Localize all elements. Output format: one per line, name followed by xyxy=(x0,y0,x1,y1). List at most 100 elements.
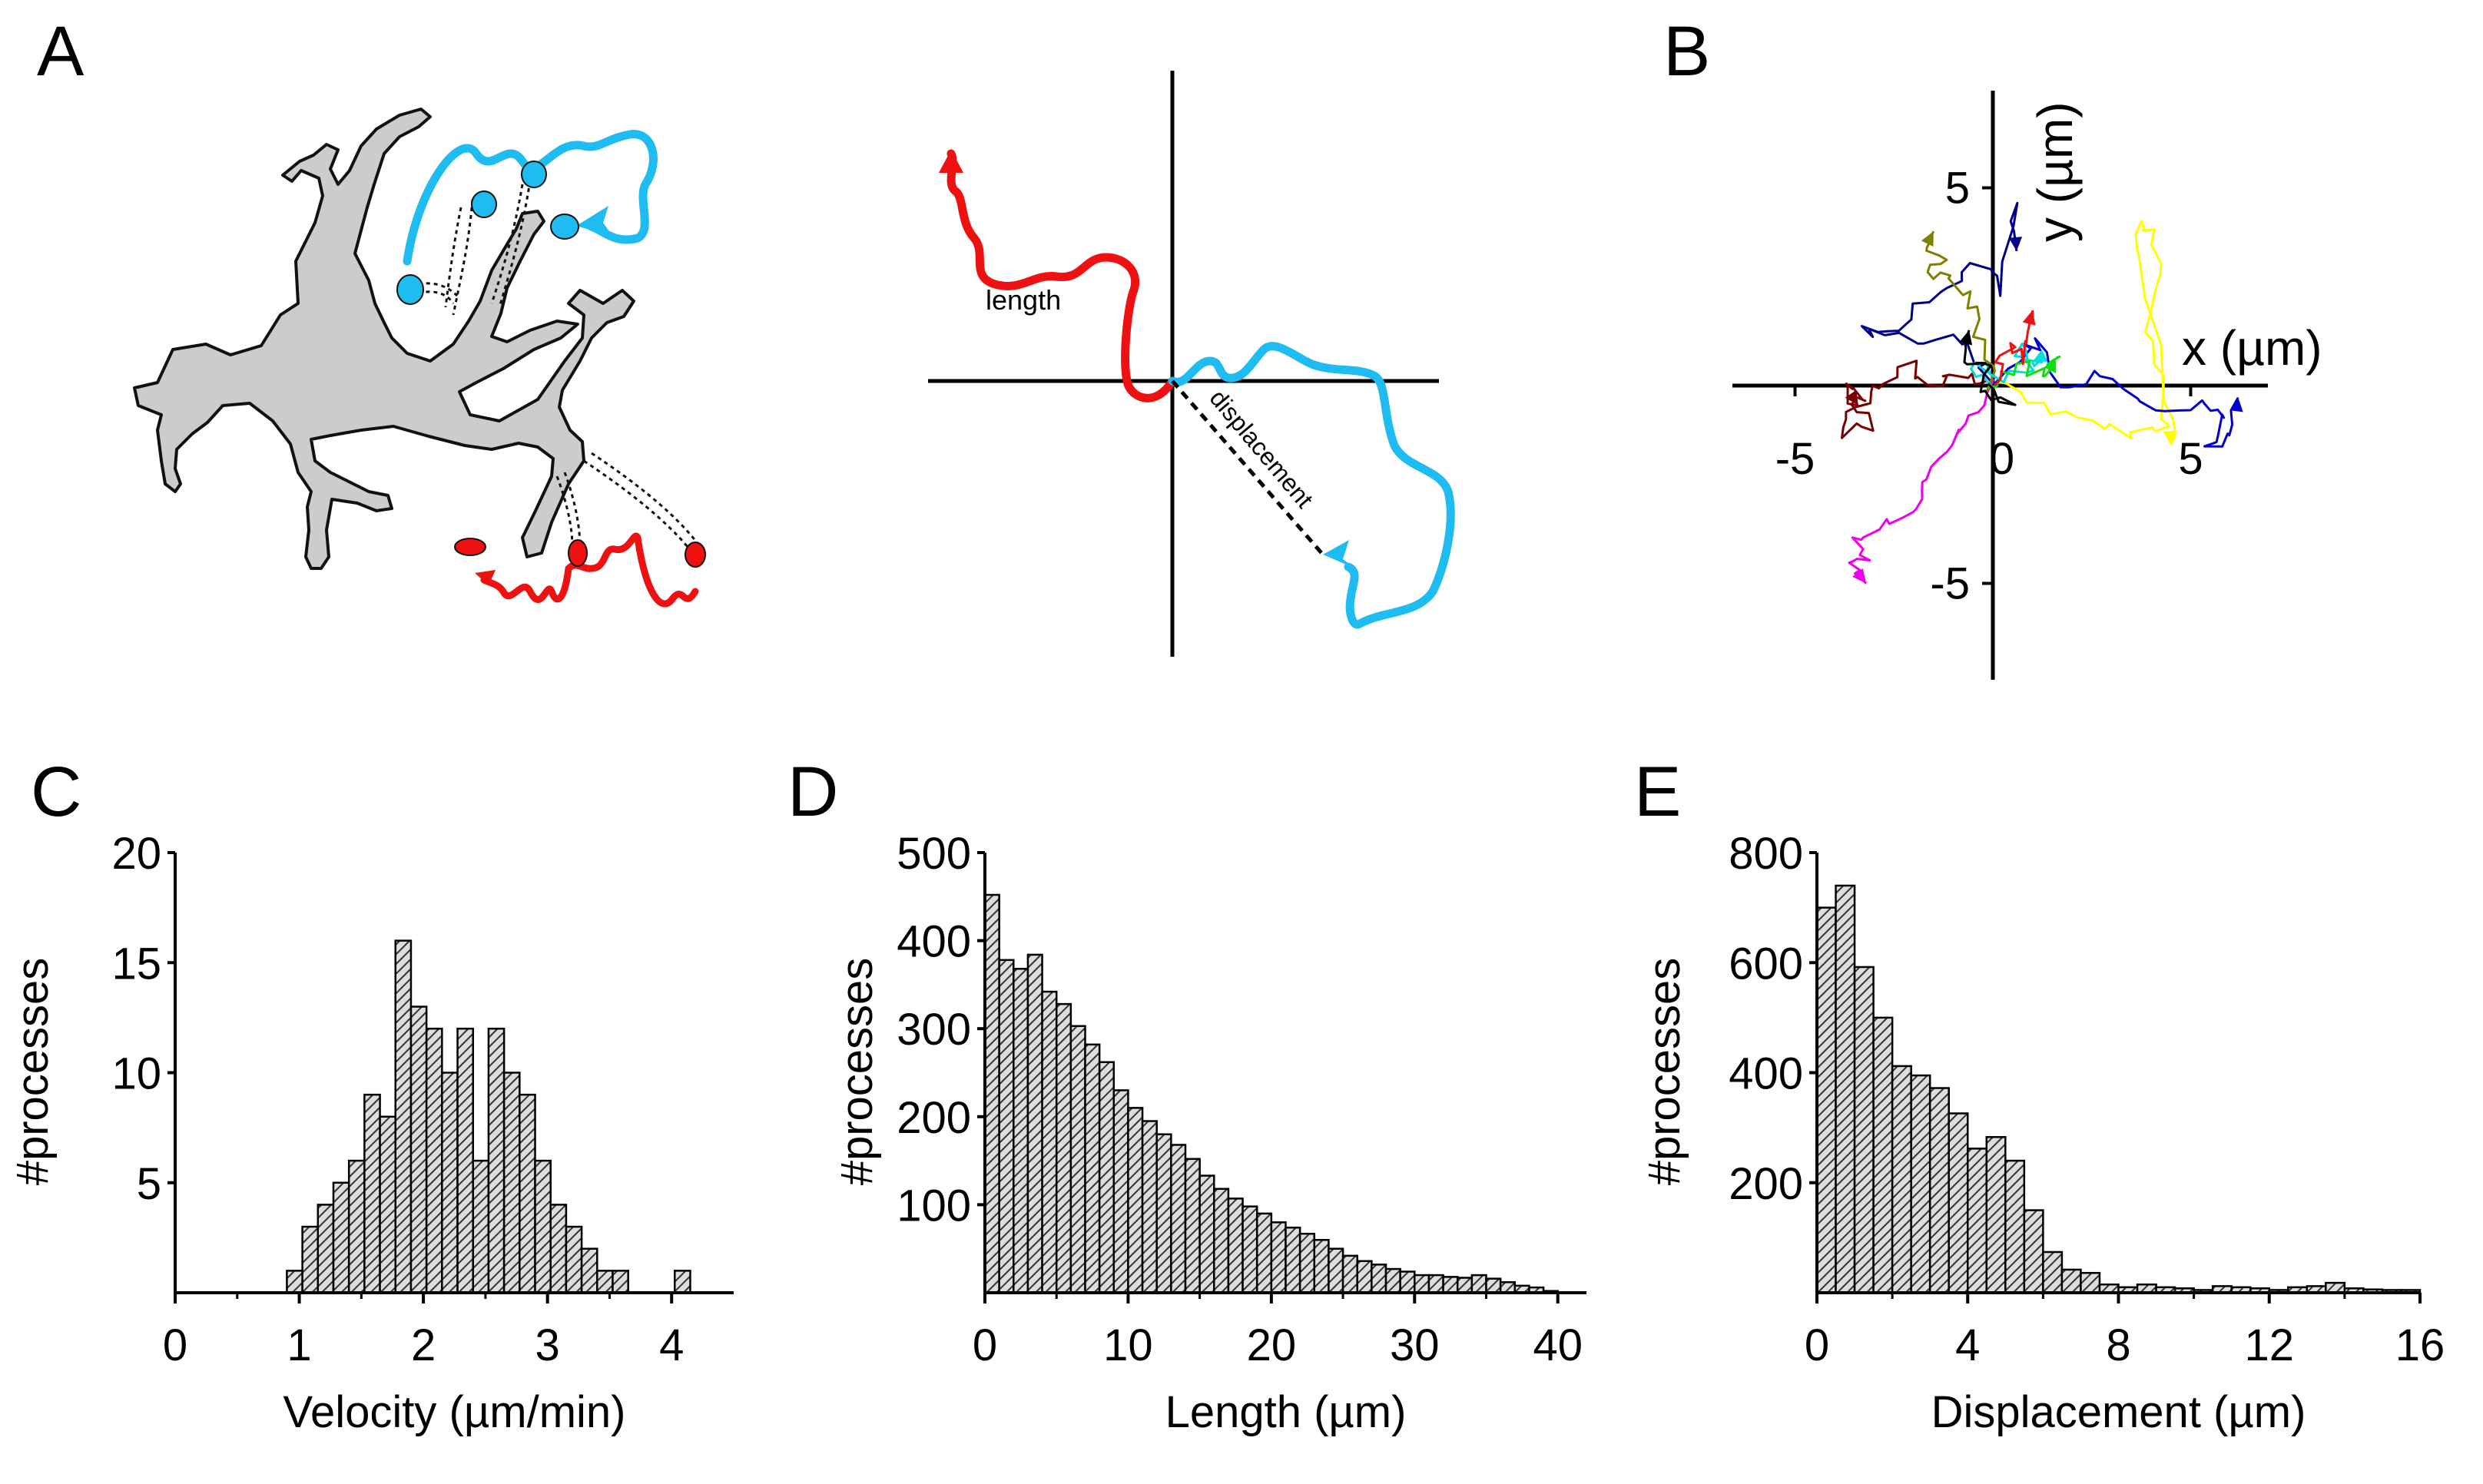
histogram-bar xyxy=(565,1225,583,1294)
histogram-bar xyxy=(1227,1197,1244,1294)
histogram-bar xyxy=(394,939,413,1294)
histogram-bar xyxy=(1112,1089,1129,1294)
displacement-arrowhead xyxy=(1323,540,1355,568)
trajectory-arrowhead xyxy=(2229,397,2243,412)
x-tick-label: 0 xyxy=(973,1320,997,1370)
tether-line xyxy=(583,459,693,552)
retracting-arrowhead xyxy=(475,570,496,585)
histogram-bar xyxy=(332,1181,350,1294)
y-tick-label: -5 xyxy=(1930,559,1970,609)
histogram-bar xyxy=(1026,953,1043,1294)
histogram-bar xyxy=(286,1270,303,1294)
histogram-bar xyxy=(580,1247,598,1294)
tether-line xyxy=(452,199,474,316)
histogram-bar xyxy=(983,893,1000,1294)
y-tick-label: 200 xyxy=(1729,1159,1803,1209)
displacement-histogram: 0 4 8 12 16 200 400 600 800 Displacement (µm) #pro… xyxy=(1639,829,2445,1437)
process-tip xyxy=(396,274,424,305)
extending-trajectory xyxy=(403,130,658,266)
histogram-bar xyxy=(1069,1025,1086,1294)
histogram-bar xyxy=(1427,1274,1444,1294)
length-histogram: 0 10 20 30 40 100 200 300 400 500 Length (µm) #proc… xyxy=(832,829,1586,1437)
trajectory-series xyxy=(1993,337,2239,448)
x-tick-label: 10 xyxy=(1103,1320,1153,1370)
microglia-cell-body xyxy=(133,108,635,570)
histogram-bar xyxy=(1470,1274,1487,1294)
histogram-bar xyxy=(1242,1205,1258,1294)
y-tick-label: 300 xyxy=(897,1005,971,1055)
length-label: length xyxy=(986,284,1061,316)
tether-line xyxy=(498,180,532,308)
histogram-bar xyxy=(2004,1159,2026,1294)
histogram-bar xyxy=(2060,1268,2082,1294)
x-axis-label: Displacement (µm) xyxy=(1931,1387,2306,1437)
histogram-bar xyxy=(1835,884,1856,1294)
x-tick-label: 12 xyxy=(2244,1320,2294,1370)
y-tick-label: 800 xyxy=(1729,829,1803,879)
y-tick-label: 5 xyxy=(137,1159,161,1209)
y-tick-label: 200 xyxy=(897,1093,971,1143)
y-tick-label: 100 xyxy=(897,1181,971,1231)
trajectory-arrowhead xyxy=(1845,389,1858,406)
histogram-bar xyxy=(1170,1144,1187,1294)
length-trajectory xyxy=(946,149,1177,402)
panel-label-b: B xyxy=(1663,12,1710,91)
histogram-bar xyxy=(1967,1148,1988,1294)
y-axis-label: y (µm) xyxy=(2027,101,2083,242)
extending-arrowhead xyxy=(576,206,613,237)
histogram-bar xyxy=(1485,1277,1502,1294)
trajectory-arrowhead xyxy=(1852,568,1867,584)
histogram-bar xyxy=(441,1072,459,1294)
histogram-bar xyxy=(519,1093,536,1294)
histogram-bar xyxy=(1356,1260,1373,1294)
panel-label-e: E xyxy=(1634,753,1681,831)
histogram-bar xyxy=(998,959,1015,1294)
histogram-bar xyxy=(425,1027,443,1294)
histogram-bar xyxy=(1399,1270,1416,1294)
histogram-bar xyxy=(1255,1212,1273,1294)
histogram-bar xyxy=(549,1204,568,1294)
trajectory-arrowhead xyxy=(1959,330,1973,346)
trajectory-series xyxy=(1848,378,1995,585)
displacement-trajectory xyxy=(1168,342,1455,629)
histogram-bar xyxy=(612,1270,629,1294)
trajectory-series xyxy=(1841,359,1987,439)
histogram-bar xyxy=(1084,1043,1101,1294)
histogram-bar xyxy=(1872,1016,1894,1294)
x-tick-label: 4 xyxy=(1955,1320,1980,1370)
histogram-bar xyxy=(1815,906,1837,1294)
histogram-bar xyxy=(534,1159,552,1294)
retracting-trajectory xyxy=(480,532,699,608)
histogram-bar xyxy=(1891,1065,1912,1294)
microglia-cell-schematic xyxy=(133,108,706,608)
tether-line xyxy=(591,452,701,546)
histogram-bar xyxy=(1328,1247,1344,1294)
y-tick-label: 15 xyxy=(111,939,161,989)
y-axis-label: #processes xyxy=(832,958,882,1186)
histogram-bar xyxy=(1270,1221,1287,1294)
histogram-bar xyxy=(472,1159,490,1294)
histogram-bar xyxy=(1371,1264,1387,1294)
histogram-bar xyxy=(1055,1002,1072,1294)
histogram-bar xyxy=(1456,1277,1474,1294)
length-arrowhead xyxy=(939,150,963,173)
histogram-bar xyxy=(1285,1226,1301,1294)
x-tick-label: 3 xyxy=(535,1320,560,1370)
tether-line xyxy=(410,282,459,297)
trajectory-arrowhead xyxy=(1921,231,1934,247)
histogram-bar xyxy=(379,1115,397,1294)
histogram-bar xyxy=(596,1270,614,1294)
x-tick-label: 0 xyxy=(1990,434,2014,484)
y-axis-label: #processes xyxy=(8,958,58,1186)
x-tick-label: 0 xyxy=(163,1320,187,1370)
histogram-bar xyxy=(2080,1271,2101,1294)
x-tick-label: 1 xyxy=(287,1320,311,1370)
trajectory-series xyxy=(2000,220,2177,446)
y-tick-label: 10 xyxy=(111,1049,161,1099)
histogram-bar xyxy=(1442,1276,1459,1294)
process-tip xyxy=(471,190,497,218)
histogram-bar xyxy=(1853,966,1875,1294)
histogram-bar xyxy=(1928,1087,1950,1294)
x-axis-label: Velocity (µm/min) xyxy=(283,1387,626,1437)
